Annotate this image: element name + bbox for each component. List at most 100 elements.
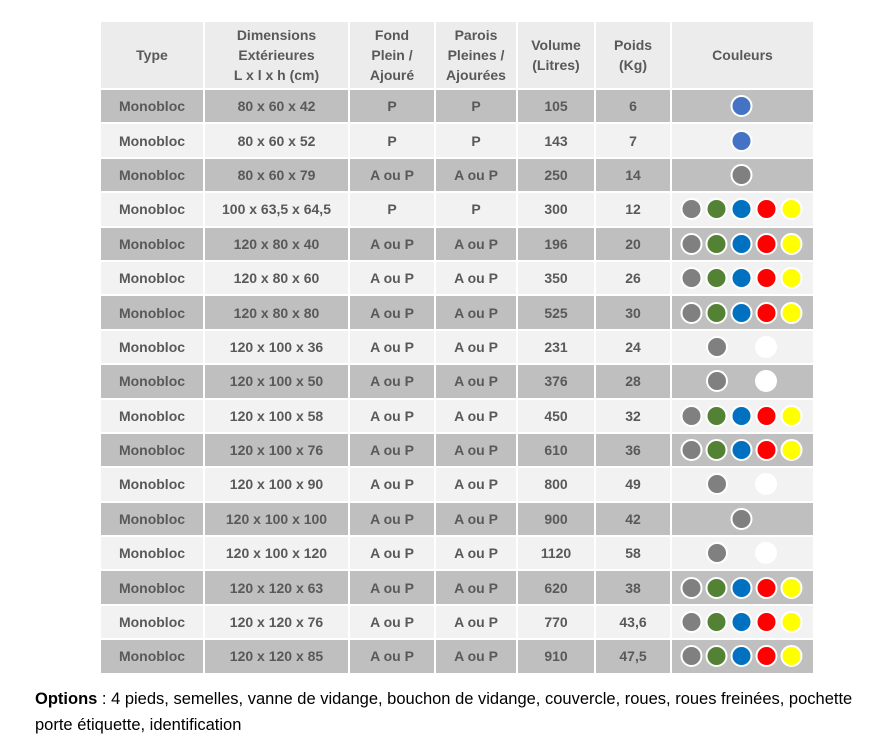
table-cell: Monobloc bbox=[99, 535, 205, 572]
table-cell: A ou P bbox=[348, 535, 436, 572]
table-cell: 49 bbox=[594, 466, 672, 503]
table-cell: Monobloc bbox=[99, 328, 205, 366]
table-cell: Monobloc bbox=[99, 431, 205, 469]
table-cell: A ou P bbox=[348, 397, 436, 434]
header-cell: Dimensions Extérieures L x l x h (cm) bbox=[203, 20, 350, 90]
color-swatch bbox=[706, 370, 728, 393]
color-cell bbox=[670, 87, 815, 125]
color-swatch bbox=[680, 611, 703, 634]
table-cell: 30 bbox=[594, 294, 672, 331]
color-swatch bbox=[730, 507, 753, 530]
color-cell bbox=[670, 466, 815, 503]
table-row: Monobloc 80 x 60 x 42 P P 105 6 bbox=[99, 87, 815, 125]
color-swatch bbox=[730, 232, 753, 255]
color-cell bbox=[670, 638, 815, 675]
color-swatches bbox=[680, 576, 803, 599]
color-swatches bbox=[680, 198, 803, 221]
table-cell: A ou P bbox=[434, 569, 518, 606]
table-cell: 105 bbox=[516, 87, 596, 125]
color-swatches bbox=[680, 439, 803, 462]
table-cell: A ou P bbox=[348, 259, 436, 297]
color-swatch bbox=[780, 576, 803, 599]
table-cell: Monobloc bbox=[99, 603, 205, 641]
color-swatch bbox=[755, 404, 778, 427]
table-body: Monobloc 80 x 60 x 42 P P 105 6 Monobloc 80 x 6… bbox=[99, 87, 815, 675]
table-cell: 610 bbox=[516, 431, 596, 469]
table-cell: A ou P bbox=[348, 328, 436, 366]
table-cell: Monobloc bbox=[99, 191, 205, 228]
table-cell: 6 bbox=[594, 87, 672, 125]
table-cell: 58 bbox=[594, 535, 672, 572]
color-cell bbox=[670, 535, 815, 572]
color-swatches bbox=[706, 370, 777, 393]
color-swatch bbox=[730, 163, 753, 186]
color-swatch bbox=[755, 645, 778, 668]
table-cell: 120 x 100 x 76 bbox=[203, 431, 350, 469]
color-swatch bbox=[680, 232, 703, 255]
color-swatch bbox=[755, 473, 777, 496]
table-cell: 120 x 120 x 63 bbox=[203, 569, 350, 606]
color-swatch bbox=[705, 439, 728, 462]
color-swatches bbox=[680, 232, 803, 255]
color-swatch bbox=[706, 473, 728, 496]
table-cell: 14 bbox=[594, 156, 672, 194]
color-swatches bbox=[680, 301, 803, 324]
table-cell: 300 bbox=[516, 191, 596, 228]
table-cell: 120 x 100 x 100 bbox=[203, 500, 350, 538]
color-swatch bbox=[755, 576, 778, 599]
table-cell: A ou P bbox=[434, 225, 518, 262]
color-swatch bbox=[730, 611, 753, 634]
table-cell: 1120 bbox=[516, 535, 596, 572]
color-swatch bbox=[780, 198, 803, 221]
table-cell: 120 x 120 x 76 bbox=[203, 603, 350, 641]
options-text: : 4 pieds, semelles, vanne de vidange, b… bbox=[35, 690, 853, 734]
table-cell: A ou P bbox=[348, 225, 436, 262]
color-swatch bbox=[780, 611, 803, 634]
table-cell: 450 bbox=[516, 397, 596, 434]
color-cell bbox=[670, 122, 815, 159]
table-cell: 36 bbox=[594, 431, 672, 469]
color-swatch bbox=[730, 198, 753, 221]
table-cell: A ou P bbox=[348, 569, 436, 606]
table-cell: P bbox=[348, 87, 436, 125]
table-cell: Monobloc bbox=[99, 225, 205, 262]
color-cell bbox=[670, 363, 815, 400]
color-swatches bbox=[706, 542, 777, 565]
table-row: Monobloc 100 x 63,5 x 64,5 P P 300 12 bbox=[99, 191, 815, 228]
table-cell: 250 bbox=[516, 156, 596, 194]
color-swatch bbox=[705, 576, 728, 599]
header-cell: Fond Plein / Ajouré bbox=[348, 20, 436, 90]
color-swatch bbox=[780, 267, 803, 290]
table-cell: Monobloc bbox=[99, 122, 205, 159]
table-cell: 24 bbox=[594, 328, 672, 366]
table-cell: A ou P bbox=[434, 431, 518, 469]
table-cell: 196 bbox=[516, 225, 596, 262]
table-cell: 42 bbox=[594, 500, 672, 538]
product-table: Type Dimensions Extérieures L x l x h (cm… bbox=[99, 20, 815, 675]
table-cell: 12 bbox=[594, 191, 672, 228]
table-cell: 120 x 80 x 40 bbox=[203, 225, 350, 262]
table-cell: A ou P bbox=[434, 259, 518, 297]
table-cell: Monobloc bbox=[99, 500, 205, 538]
table-cell: Monobloc bbox=[99, 294, 205, 331]
color-swatch bbox=[730, 404, 753, 427]
table-cell: A ou P bbox=[434, 638, 518, 675]
table-cell: A ou P bbox=[348, 500, 436, 538]
table-cell: A ou P bbox=[434, 500, 518, 538]
color-cell bbox=[670, 500, 815, 538]
table-cell: 32 bbox=[594, 397, 672, 434]
table-cell: 910 bbox=[516, 638, 596, 675]
color-swatch bbox=[705, 198, 728, 221]
table-cell: Monobloc bbox=[99, 156, 205, 194]
table-cell: 28 bbox=[594, 363, 672, 400]
table-cell: P bbox=[434, 122, 518, 159]
table-cell: 100 x 63,5 x 64,5 bbox=[203, 191, 350, 228]
table-cell: 43,6 bbox=[594, 603, 672, 641]
table-cell: A ou P bbox=[434, 397, 518, 434]
